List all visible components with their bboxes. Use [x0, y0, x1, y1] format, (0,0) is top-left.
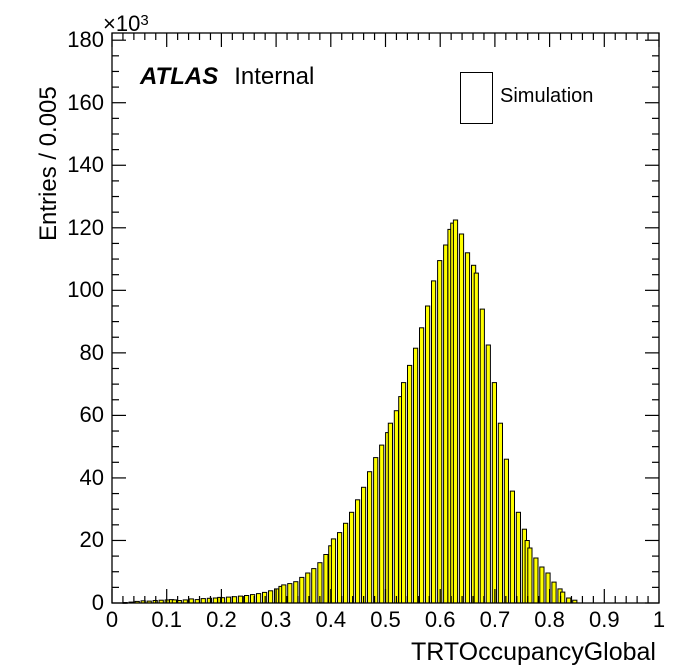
histogram-bar [479, 308, 485, 604]
experiment-name-label: ATLAS [140, 63, 219, 90]
histogram-bar [566, 597, 572, 604]
histogram-bar [373, 457, 379, 604]
x-axis-tick-label: 0 [105, 607, 119, 632]
x-axis-tick-label: 0.7 [479, 607, 511, 632]
histogram-bar [401, 382, 407, 604]
histogram-bar [323, 554, 329, 604]
y-axis-tick-label: 20 [79, 527, 104, 553]
histogram-bar [497, 422, 503, 604]
y-axis-tick-label: 180 [67, 27, 104, 53]
histogram-bar [343, 522, 349, 604]
y-axis-power-exponent: 3 [140, 12, 149, 29]
histogram-bar [425, 305, 431, 604]
histogram-bar [473, 272, 479, 604]
histogram-bar [212, 597, 219, 604]
histogram-bar [419, 327, 425, 604]
x-axis-tick-label: 0.3 [260, 607, 292, 632]
y-axis-tick-label: 160 [67, 89, 104, 115]
histogram-bar [231, 596, 238, 604]
histogram-bar [527, 547, 533, 604]
histogram-bar [225, 596, 232, 604]
y-axis-tick-label: 80 [79, 339, 104, 365]
x-axis-title: TRTOccupancyGlobal [410, 638, 656, 666]
histogram-bar [503, 458, 509, 604]
histogram-bar [560, 591, 566, 604]
x-axis-tick-label: 0.1 [151, 607, 182, 632]
x-axis-tick-label: 0.2 [206, 607, 237, 632]
x-axis-tick-label: 1 [652, 607, 666, 632]
y-axis-tick-label: 60 [79, 402, 104, 428]
histogram-bar [431, 280, 437, 604]
histogram-bar [367, 471, 373, 604]
histogram-bar [287, 583, 293, 604]
x-axis-tick-label: 0.8 [534, 607, 565, 632]
y-axis-tick-label: 120 [67, 214, 104, 240]
legend-simulation-label: Simulation [500, 85, 594, 107]
histogram-bar [293, 581, 299, 604]
histogram-bar [330, 538, 337, 604]
histogram-bar [407, 364, 413, 604]
histogram-bar [299, 576, 305, 604]
histogram-bar [491, 382, 497, 604]
histogram-bar [515, 511, 521, 604]
x-axis-tick-label: 0.4 [315, 607, 347, 632]
y-axis-power-label: ×103 [103, 10, 149, 35]
histogram-bar [268, 590, 274, 604]
y-axis-tick-label: 140 [67, 152, 104, 178]
histogram-bar [452, 219, 459, 604]
y-axis-tick-label: 0 [91, 590, 104, 615]
histogram-bar [393, 410, 399, 604]
histogram-bar [281, 584, 287, 604]
experiment-status-label: Internal [234, 63, 315, 90]
y-axis-tick-label: 40 [79, 464, 104, 490]
histogram-bar [533, 557, 539, 604]
histogram-bar [349, 511, 355, 604]
y-axis-power-prefix: ×10 [103, 11, 141, 36]
x-axis-tick-label: 0.6 [424, 607, 456, 632]
histogram-bar [361, 486, 367, 604]
histogram-bar [387, 422, 393, 604]
histogram-bar [464, 252, 471, 604]
histogram-bar [509, 490, 515, 604]
y-axis-tick-label: 100 [67, 277, 104, 303]
histogram-bar [256, 593, 262, 604]
x-axis-tick-label: 0.5 [370, 607, 401, 632]
histogram-bar [485, 344, 491, 604]
histogram-bar [551, 581, 557, 604]
histogram-bar [200, 598, 206, 604]
histogram-bar [458, 233, 465, 604]
histogram-bar [244, 595, 250, 604]
experiment-annotation: ATLAS Internal [140, 64, 314, 90]
histogram-bar [413, 347, 419, 604]
histogram-bar [539, 566, 545, 604]
histogram-bar [311, 568, 317, 604]
histogram-bar [355, 499, 361, 604]
legend-simulation-swatch [460, 72, 493, 124]
x-axis-tick-label: 0.9 [589, 607, 620, 632]
histogram-bar [379, 444, 385, 604]
histogram-bar [437, 260, 443, 604]
histogram-bar [237, 595, 244, 604]
histogram-bar [443, 244, 449, 604]
histogram-bar [337, 532, 343, 604]
